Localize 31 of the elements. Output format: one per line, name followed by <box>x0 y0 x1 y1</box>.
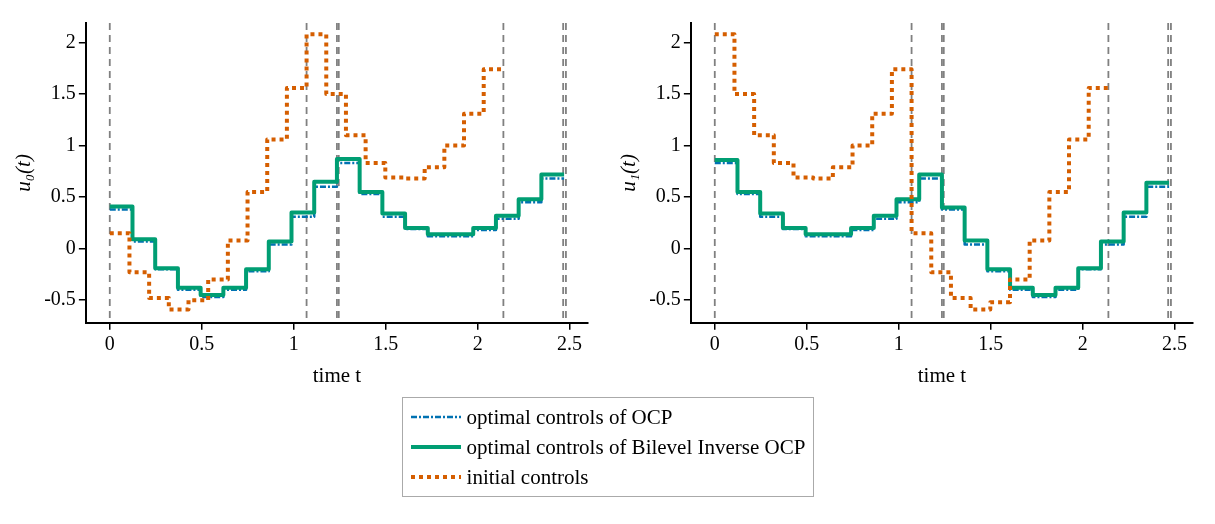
x-tick-label: 1 <box>288 332 299 355</box>
y-tick-label: 1 <box>65 132 76 155</box>
legend-label: optimal controls of Bilevel Inverse OCP <box>466 434 806 460</box>
x-tick-label: 2.5 <box>557 332 583 355</box>
y-axis-title: u₁(t) <box>616 154 641 192</box>
y-tick-label: -0.5 <box>649 287 681 310</box>
x-tick-label: 0 <box>709 332 720 355</box>
y-tick-label: -0.5 <box>44 287 76 310</box>
legend-label: optimal controls of OCP <box>466 404 673 430</box>
y-tick-label: 0.5 <box>655 184 681 207</box>
x-tick-label: 2.5 <box>1162 332 1188 355</box>
x-tick-label: 2 <box>1077 332 1088 355</box>
x-tick-label: 2 <box>472 332 483 355</box>
y-tick-label: 0 <box>65 235 76 258</box>
y-tick-label: 1 <box>670 132 681 155</box>
legend-label: initial controls <box>466 464 589 490</box>
y-tick-label: 1.5 <box>655 81 681 104</box>
x-axis-title: time t <box>312 362 362 387</box>
x-tick-label: 1.5 <box>978 332 1004 355</box>
y-axis-title: u₀(t) <box>11 154 36 192</box>
y-tick-label: 2 <box>65 29 76 52</box>
x-axis-title: time t <box>917 362 967 387</box>
x-tick-label: 1.5 <box>373 332 399 355</box>
x-tick-label: 0.5 <box>189 332 215 355</box>
y-tick-label: 1.5 <box>50 81 76 104</box>
y-tick-label: 0.5 <box>50 184 76 207</box>
y-tick-label: 2 <box>670 29 681 52</box>
x-tick-label: 0 <box>104 332 115 355</box>
y-tick-label: 0 <box>670 235 681 258</box>
x-tick-label: 1 <box>893 332 904 355</box>
x-tick-label: 0.5 <box>794 332 820 355</box>
